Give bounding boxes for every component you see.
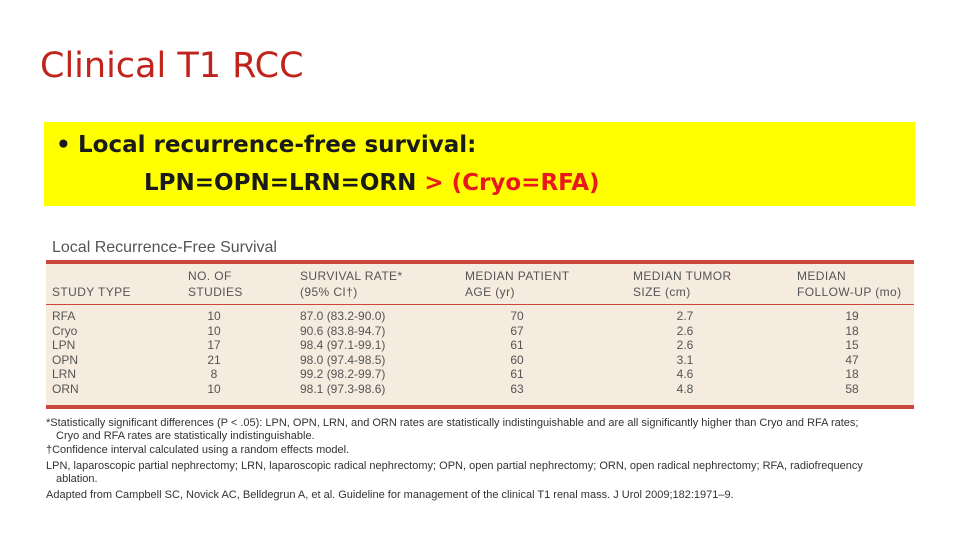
cell-survival-rate: 87.0 (83.2-90.0) [300, 309, 386, 323]
slide-title: Clinical T1 RCC [40, 46, 304, 86]
cell-study-type: RFA [52, 309, 76, 323]
header-line-2: AGE (yr) [465, 285, 515, 299]
cell-survival-rate: 99.2 (98.2-99.7) [300, 367, 386, 381]
footnote-abbreviations-cont: ablation. [56, 473, 98, 485]
cell-survival-rate: 98.1 (97.3-98.6) [300, 381, 386, 396]
cell-median-follow-up: 15 [845, 338, 859, 352]
cell-median-follow-up: 19 [845, 309, 859, 323]
cell-median-age: 70 [510, 309, 524, 323]
footnote-significance: *Statistically significant differences (… [46, 417, 859, 429]
cell-survival-rate: 98.0 (97.4-98.5) [300, 352, 386, 367]
cell-num-studies: 17 [207, 338, 221, 352]
cell-median-tumor-size: 3.1 [676, 352, 694, 367]
cell-median-follow-up: 18 [845, 367, 859, 381]
footnote-source: Adapted from Campbell SC, Novick AC, Bel… [46, 489, 734, 501]
highlight-box: • Local recurrence-free survival: LPN=OPN… [44, 122, 915, 206]
bullet-line-2: LPN=OPN=LRN=ORN > (Cryo=RFA) [144, 170, 600, 196]
cell-survival-rate: 90.6 (83.8-94.7) [300, 323, 386, 338]
footnote-abbreviations: LPN, laparoscopic partial nephrectomy; L… [46, 460, 863, 472]
header-line-1: NO. OF [188, 269, 232, 283]
header-num-studies: NO. OF STUDIES [188, 268, 243, 300]
cell-median-follow-up: 47 [845, 352, 859, 367]
header-line-2: SIZE (cm) [633, 285, 691, 299]
table-title: Local Recurrence-Free Survival [52, 239, 277, 256]
header-survival-rate: SURVIVAL RATE* (95% CI†) [300, 268, 403, 300]
footnote-significance-cont: Cryo and RFA rates are statistically ind… [56, 430, 315, 442]
cell-study-type: Cryo [52, 323, 78, 338]
header-median-age: MEDIAN PATIENT AGE (yr) [465, 268, 570, 300]
cell-survival-rate: 98.4 (97.1-99.1) [300, 338, 386, 352]
cell-median-follow-up: 18 [845, 323, 859, 338]
table-bottom-rule [46, 405, 914, 409]
bullet-line-1: • Local recurrence-free survival: [56, 132, 476, 158]
bullet-text: Local recurrence-free survival: [78, 132, 477, 158]
header-median-follow-up: MEDIAN FOLLOW-UP (mo) [797, 268, 902, 300]
cell-median-age: 60 [510, 352, 524, 367]
bullet-marker: • [56, 132, 71, 158]
cell-median-age: 61 [510, 338, 524, 352]
cell-median-tumor-size: 2.7 [676, 309, 694, 323]
header-line-1: MEDIAN PATIENT [465, 269, 570, 283]
header-line-2: (95% CI†) [300, 285, 358, 299]
header-median-tumor-size: MEDIAN TUMOR SIZE (cm) [633, 268, 732, 300]
cell-study-type: OPN [52, 352, 79, 367]
cell-median-tumor-size: 4.8 [676, 381, 694, 396]
header-line-1: MEDIAN [797, 269, 847, 283]
cell-study-type: LPN [52, 338, 76, 352]
cell-median-age: 61 [510, 367, 524, 381]
header-line-2: STUDY TYPE [52, 285, 131, 299]
cell-num-studies: 21 [207, 352, 221, 367]
cell-median-age: 63 [510, 381, 524, 396]
cell-study-type: ORN [52, 381, 79, 396]
header-line-1 [52, 268, 131, 284]
cell-num-studies: 10 [207, 323, 221, 338]
header-study-type: STUDY TYPE [52, 268, 131, 300]
cell-num-studies: 8 [210, 367, 218, 381]
footnote-confidence-interval: †Confidence interval calculated using a … [46, 444, 350, 456]
header-line-2: FOLLOW-UP (mo) [797, 285, 902, 299]
table-header-rule [46, 304, 914, 305]
header-line-1: MEDIAN TUMOR [633, 269, 732, 283]
bullet-equality-text: LPN=OPN=LRN=ORN [144, 170, 425, 196]
header-line-1: SURVIVAL RATE* [300, 269, 403, 283]
cell-study-type: LRN [52, 367, 77, 381]
cell-median-tumor-size: 2.6 [676, 323, 694, 338]
cell-median-tumor-size: 4.6 [676, 367, 694, 381]
table-background [46, 263, 914, 405]
cell-num-studies: 10 [207, 381, 221, 396]
header-line-2: STUDIES [188, 285, 243, 299]
cell-num-studies: 10 [207, 309, 221, 323]
cell-median-tumor-size: 2.6 [676, 338, 694, 352]
cell-median-age: 67 [510, 323, 524, 338]
table-top-rule [46, 260, 914, 264]
bullet-comparison-text: > (Cryo=RFA) [424, 170, 600, 196]
cell-median-follow-up: 58 [845, 381, 859, 396]
